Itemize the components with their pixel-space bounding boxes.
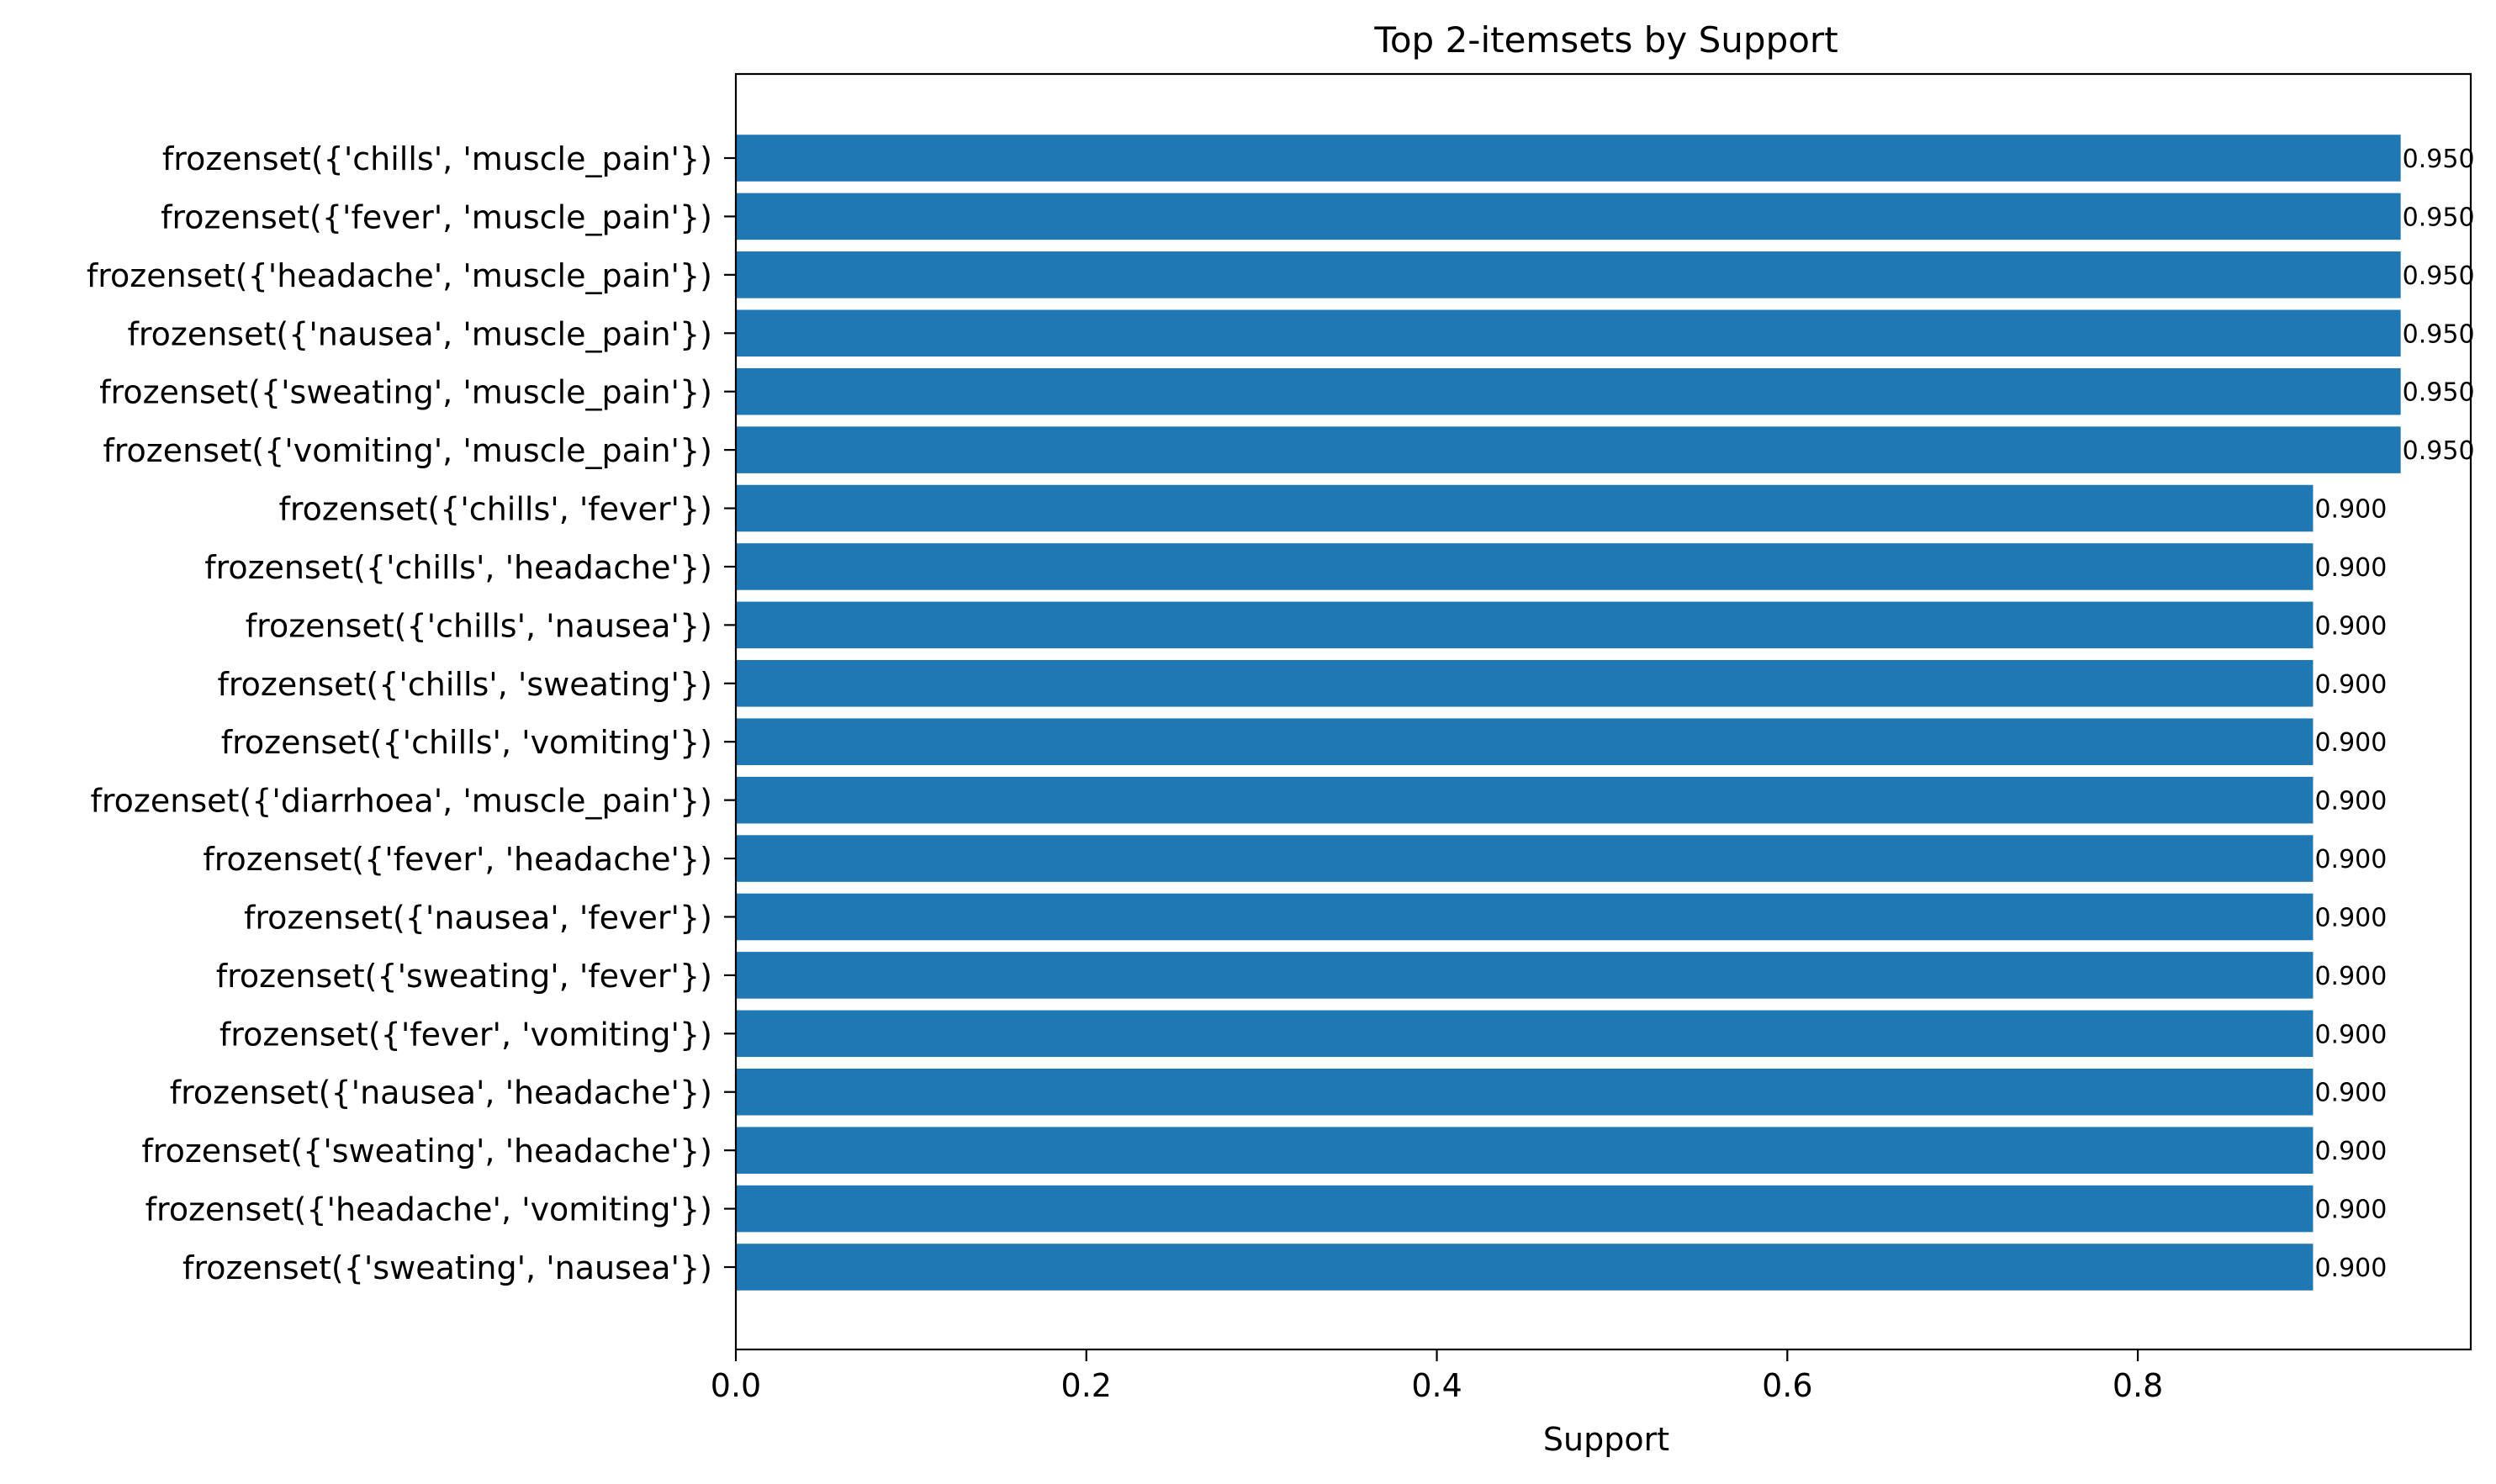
plot-frame	[734, 72, 2472, 1351]
bar-value-label: 0.900	[2314, 495, 2387, 525]
y-tick-label: frozenset({'sweating', 'nausea'})	[182, 1249, 712, 1286]
y-axis: frozenset({'chills', 'muscle_pain'})froz…	[87, 140, 736, 1286]
bar-value-label: 0.950	[2403, 145, 2475, 174]
bar-value-label: 0.900	[2314, 787, 2387, 816]
x-tick-label: 0.4	[1411, 1367, 1462, 1404]
bar-value-label: 0.950	[2403, 436, 2475, 466]
y-tick-label: frozenset({'chills', 'sweating'})	[218, 666, 713, 703]
bar	[736, 1127, 2314, 1174]
bar	[736, 1185, 2314, 1233]
bar-value-label: 0.900	[2314, 728, 2387, 758]
bar	[736, 776, 2314, 824]
y-tick-label: frozenset({'sweating', 'headache'})	[141, 1133, 712, 1170]
y-tick-label: frozenset({'nausea', 'headache'})	[170, 1075, 712, 1112]
bar	[736, 135, 2401, 182]
bar-value-label: 0.900	[2314, 903, 2387, 932]
y-tick-label: frozenset({'chills', 'muscle_pain'})	[162, 140, 712, 177]
bar	[736, 543, 2314, 590]
y-tick-label: frozenset({'fever', 'headache'})	[203, 841, 712, 878]
bar	[736, 660, 2314, 707]
bar-value-label: 0.900	[2314, 1020, 2387, 1049]
bar	[736, 601, 2314, 649]
y-tick-label: frozenset({'vomiting', 'muscle_pain'})	[103, 432, 712, 469]
bar	[736, 952, 2314, 999]
bar	[736, 718, 2314, 765]
bar-value-label: 0.900	[2314, 1196, 2387, 1225]
y-tick-label: frozenset({'headache', 'vomiting'})	[145, 1191, 712, 1228]
bar-value-label: 0.900	[2314, 962, 2387, 991]
bar	[736, 835, 2314, 882]
bar	[736, 1244, 2314, 1291]
x-tick-label: 0.2	[1061, 1367, 1112, 1404]
x-axis: 0.0 0.2 0.4 0.6 0.8	[711, 1349, 2163, 1404]
bar-value-label: 0.900	[2314, 670, 2387, 700]
bar-value-label: 0.900	[2314, 1079, 2387, 1108]
bar-value-label: 0.900	[2314, 553, 2387, 583]
x-tick-label: 0.0	[711, 1367, 761, 1404]
bar	[736, 1010, 2314, 1058]
bar	[736, 193, 2401, 240]
x-tick-label: 0.8	[2113, 1367, 2163, 1404]
bar-value-label: 0.950	[2403, 378, 2475, 408]
bar-value-label: 0.950	[2403, 261, 2475, 291]
y-tick-label: frozenset({'chills', 'vomiting'})	[221, 724, 712, 761]
value-labels-layer: 0.950 0.950 0.950 0.950 0.950 0.950 0.900 0.900…	[2314, 145, 2474, 1283]
bar-value-label: 0.950	[2403, 203, 2475, 232]
y-tick-label: frozenset({'chills', 'fever'})	[278, 491, 712, 528]
y-tick-label: frozenset({'headache', 'muscle_pain'})	[87, 257, 712, 294]
y-tick-label: frozenset({'diarrhoea', 'muscle_pain'})	[91, 783, 713, 820]
bar-value-label: 0.900	[2314, 611, 2387, 641]
y-tick-label: frozenset({'nausea', 'muscle_pain'})	[127, 315, 712, 352]
y-tick-label: frozenset({'chills', 'headache'})	[204, 549, 712, 586]
bar-value-label: 0.900	[2314, 845, 2387, 874]
bar	[736, 309, 2401, 357]
y-tick-label: frozenset({'fever', 'muscle_pain'})	[161, 198, 712, 235]
chart-title: Top 2-itemsets by Support	[1373, 19, 1838, 61]
y-tick-label: frozenset({'sweating', 'muscle_pain'})	[99, 374, 712, 411]
bar-value-label: 0.900	[2314, 1254, 2387, 1283]
bar	[736, 1068, 2314, 1116]
y-tick-label: frozenset({'sweating', 'fever'})	[216, 958, 712, 995]
bars-layer	[736, 135, 2401, 1291]
bar	[736, 367, 2401, 415]
x-tick-label: 0.6	[1762, 1367, 1812, 1404]
bar	[736, 251, 2401, 298]
bar-value-label: 0.900	[2314, 1137, 2387, 1166]
bar	[736, 426, 2401, 473]
y-tick-label: frozenset({'nausea', 'fever'})	[244, 899, 712, 936]
bar	[736, 484, 2314, 532]
y-tick-label: frozenset({'fever', 'vomiting'})	[219, 1016, 712, 1053]
bar-value-label: 0.950	[2403, 320, 2475, 349]
x-axis-label: Support	[1543, 1421, 1669, 1458]
bar	[736, 893, 2314, 941]
y-tick-label: frozenset({'chills', 'nausea'})	[246, 607, 712, 644]
